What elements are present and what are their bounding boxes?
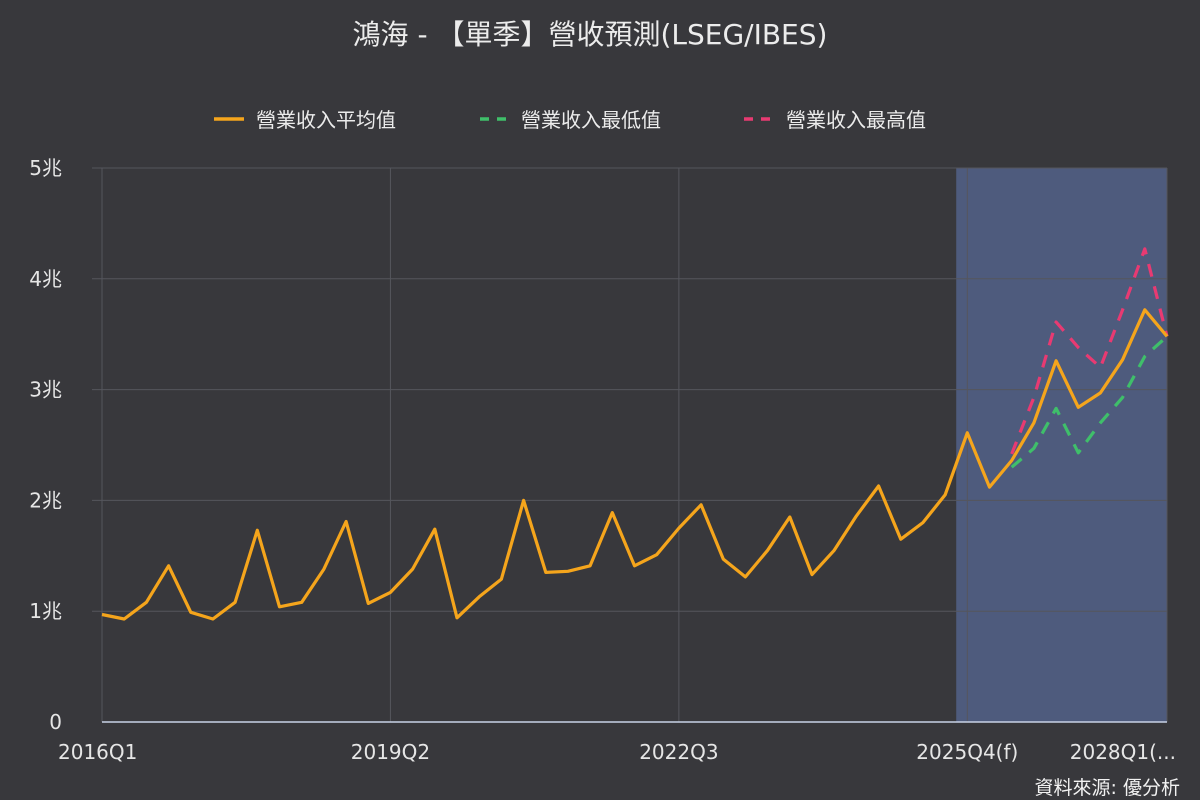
y-tick-label: 5兆 — [29, 156, 62, 180]
series-layer — [101, 247, 1169, 621]
x-tick-label: 2025Q4(f) — [916, 740, 1018, 764]
legend-label-1: 營業收入最低值 — [521, 108, 661, 132]
y-tick-label: 4兆 — [29, 267, 62, 291]
forecast-region-layer — [956, 168, 1167, 722]
axis-layer: 0 1兆 2兆 3兆 4兆 5兆 2016Q1 2019Q2 2022Q3 2025Q4(f) 20… — [29, 156, 1176, 764]
x-tick-label: 2019Q2 — [351, 740, 430, 764]
series-line-1 — [1010, 335, 1169, 469]
x-tick-label: 2022Q3 — [639, 740, 718, 764]
x-tick-label: 2016Q1 — [58, 740, 137, 764]
source-label: 資料來源: 優分析 — [1035, 777, 1180, 799]
series-line-2 — [1010, 247, 1169, 455]
legend-label-0: 營業收入平均值 — [256, 108, 396, 132]
chart-title: 鴻海 - 【單季】營收預測(LSEG/IBES) — [353, 18, 828, 51]
y-tick-label: 3兆 — [29, 378, 62, 402]
x-tick-label: 2028Q1(... — [1070, 740, 1176, 764]
legend-label-2: 營業收入最高值 — [786, 108, 926, 132]
y-tick-label: 0 — [49, 710, 62, 734]
forecast-region — [956, 168, 1167, 722]
y-tick-label: 1兆 — [29, 599, 62, 623]
grid-layer — [92, 167, 1168, 722]
y-tick-label: 2兆 — [29, 488, 62, 512]
legend: 營業收入平均值 營業收入最低值 營業收入最高值 — [214, 108, 926, 132]
series-line-0 — [101, 308, 1169, 621]
